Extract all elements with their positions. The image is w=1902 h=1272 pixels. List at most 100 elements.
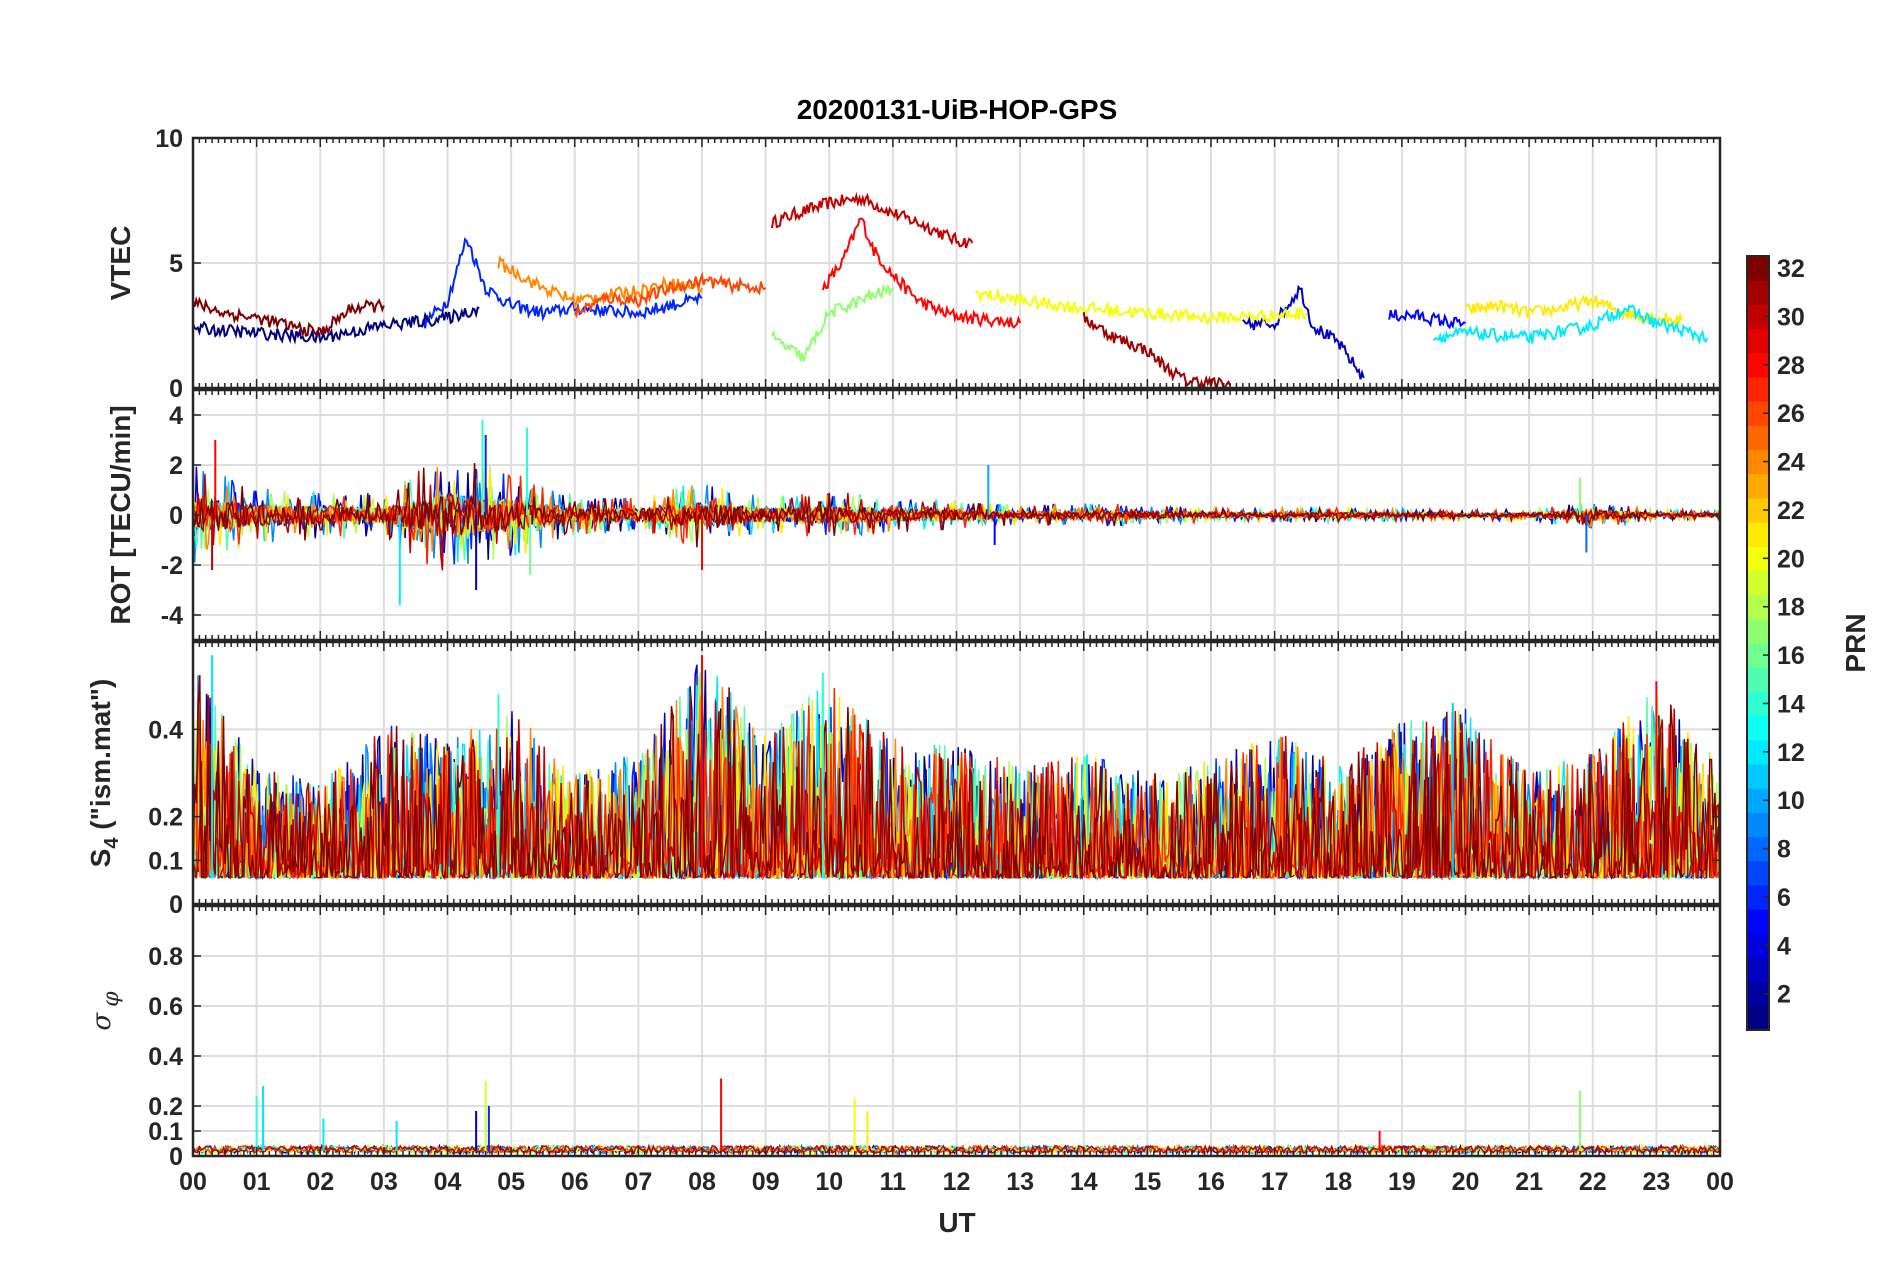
vtec-series-prn-28 (821, 217, 1022, 329)
y-tick-label: 0.4 (148, 716, 183, 744)
colorbar-swatch (1747, 546, 1769, 571)
colorbar-tick-label: 12 (1777, 739, 1805, 767)
rot-trace-prn-32 (193, 463, 1720, 548)
colorbar-tick-label: 6 (1777, 884, 1791, 912)
y-tick-label: 0.8 (148, 943, 183, 971)
y-tick-label: 0.1 (148, 847, 183, 875)
colorbar-swatch (1747, 860, 1769, 886)
x-tick-label: 00 (179, 1168, 207, 1196)
y-axis-label: VTEC (105, 226, 136, 301)
colorbar-swatch (1747, 497, 1769, 523)
y-tick-label: 0.2 (148, 1093, 183, 1121)
y-tick-label: 0.4 (148, 1043, 183, 1071)
vtec-series-prn-1 (193, 306, 480, 345)
x-tick-label: 05 (497, 1168, 525, 1196)
colorbar-tick-label: 8 (1777, 836, 1791, 864)
x-tick-label: 01 (243, 1168, 271, 1196)
colorbar-tick-label: 26 (1777, 400, 1805, 428)
colorbar-tick-label: 16 (1777, 642, 1805, 670)
colorbar-tick-label: 18 (1777, 594, 1805, 622)
x-ticks-s4 (192, 642, 1721, 904)
vtec-series-prn-3 (1242, 284, 1365, 380)
y-tick-label: 0 (169, 502, 183, 530)
s4-trace-prn-30 (193, 692, 1720, 881)
colorbar-label: PRN (1840, 613, 1871, 672)
grid-vtec (192, 137, 1721, 389)
vtec-series-prn-6 (421, 237, 703, 329)
x-tick-label: 22 (1579, 1168, 1607, 1196)
colorbar-swatch (1747, 981, 1769, 1007)
colorbar-swatch (1747, 739, 1769, 765)
x-ticks-rot (192, 390, 1721, 640)
colorbar-swatch (1747, 328, 1769, 354)
y-tick-label: 0.1 (148, 1118, 183, 1146)
x-tick-label: 12 (943, 1168, 971, 1196)
colorbar-swatch (1747, 763, 1769, 789)
x-tick-label: 00 (1706, 1168, 1734, 1196)
x-tick-labels: 00 01 02 03 04 05 06 07 08 09 10 11 12 13 14 15 16 17 18 19… (179, 1168, 1734, 1196)
vtec-series-prn-26 (573, 271, 767, 319)
y-tick-label: 5 (169, 250, 183, 278)
colorbar-swatch (1747, 1005, 1769, 1031)
x-tick-label: 19 (1388, 1168, 1416, 1196)
colorbar-tick-label: 24 (1777, 449, 1805, 477)
x-tick-label: 23 (1642, 1168, 1670, 1196)
x-tick-label: 03 (370, 1168, 398, 1196)
colorbar-swatch (1747, 280, 1769, 305)
colorbar-tick-label: 14 (1777, 690, 1805, 718)
colorbar-tick-label: 28 (1777, 352, 1805, 380)
panel-rot: -4 -2 0 2 4 ROT [TECU/min] (105, 388, 1722, 642)
colorbar-tick-label: 30 (1777, 303, 1805, 331)
plot-area-rot (193, 420, 1720, 605)
plot-area-vtec (193, 191, 1709, 388)
colorbar-swatch (1747, 522, 1769, 547)
colorbar-swatch (1747, 618, 1769, 644)
colorbar-tick-label: 2 (1777, 981, 1791, 1009)
x-tick-label: 04 (434, 1168, 462, 1196)
vtec-series-prn-20 (974, 287, 1308, 326)
colorbar-tick-label: 20 (1777, 545, 1805, 573)
x-axis-label: UT (938, 1207, 975, 1238)
x-ticks-vtec (192, 138, 1721, 388)
colorbar-swatch (1747, 256, 1769, 281)
chart-title: 20200131-UiB-HOP-GPS (797, 94, 1118, 125)
colorbar-frame (1746, 255, 1770, 1031)
x-tick-label: 15 (1133, 1168, 1161, 1196)
colorbar-swatch (1747, 788, 1769, 813)
rot-trace-prn-30 (193, 470, 1720, 571)
x-tick-label: 13 (1006, 1168, 1034, 1196)
panel-sigma_phi: 00.10.2 0.4 0.6 0.8 σφ (87, 904, 1722, 1171)
y-tick-label: 4 (169, 402, 183, 430)
x-tick-label: 17 (1261, 1168, 1289, 1196)
x-tick-label: 06 (561, 1168, 589, 1196)
y-axis-label: ROT [TECU/min] (105, 405, 136, 624)
x-tick-label: 07 (624, 1168, 652, 1196)
colorbar-swatch (1747, 667, 1769, 692)
colorbar-swatch (1747, 570, 1769, 596)
colorbar-swatch (1747, 304, 1769, 330)
panel-vtec: 0 5 10 VTEC (105, 125, 1722, 403)
colorbar-swatch (1747, 812, 1769, 837)
vtec-series-prn-24 (497, 254, 703, 310)
y-tick-label: -2 (161, 552, 183, 580)
x-tick-label: 14 (1070, 1168, 1098, 1196)
x-ticks-sigma_phi (192, 906, 1721, 1156)
colorbar-swatch (1747, 376, 1769, 402)
plot-area-s4 (193, 655, 1720, 881)
y-tick-label: 0 (169, 1143, 183, 1171)
colorbar-swatch (1747, 836, 1769, 862)
vtec-series-prn-32 (193, 296, 385, 338)
colorbar-swatch (1747, 473, 1769, 499)
y-tick-label: 0 (169, 891, 183, 919)
y-tick-label: 0 (169, 375, 183, 403)
vtec-series-prn-12 (1432, 304, 1709, 346)
x-tick-label: 08 (688, 1168, 716, 1196)
y-axis-label: S4 ("ism.mat") (85, 679, 123, 868)
y-tick-label: -4 (161, 602, 183, 630)
y-tick-label: 10 (155, 125, 183, 153)
x-tick-label: 02 (306, 1168, 334, 1196)
y-tick-label: 2 (169, 452, 183, 480)
